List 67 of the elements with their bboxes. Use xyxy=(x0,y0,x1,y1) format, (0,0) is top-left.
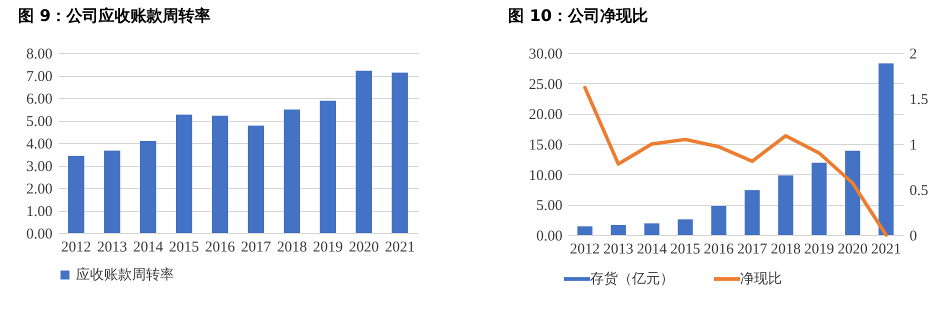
x-tick-label: 2016 xyxy=(704,242,734,258)
y-tick-label: 20.00 xyxy=(528,107,562,124)
bar xyxy=(320,100,336,233)
legend-label: 存货（亿元） xyxy=(590,271,674,287)
bar xyxy=(711,206,726,235)
x-tick-label: 2014 xyxy=(133,240,164,256)
x-tick-label: 2016 xyxy=(205,240,236,256)
bar xyxy=(284,109,300,233)
y-tick-label: 8.00 xyxy=(26,46,52,62)
x-tick-label: 2021 xyxy=(871,242,902,258)
bar xyxy=(104,150,120,233)
bar xyxy=(744,190,760,235)
y-tick-label: 15.00 xyxy=(528,138,562,154)
y-tick-label: 6.00 xyxy=(26,92,52,108)
bar xyxy=(610,224,626,235)
x-tick-label: 2017 xyxy=(240,240,272,256)
bar xyxy=(212,116,228,233)
y-tick-label: 7.00 xyxy=(26,69,52,85)
x-tick-label: 2012 xyxy=(61,240,92,256)
bar xyxy=(356,70,372,233)
bar xyxy=(140,140,156,233)
x-tick-label: 2013 xyxy=(603,242,634,258)
y-tick-label: 2.00 xyxy=(26,182,52,198)
x-tick-label: 2021 xyxy=(384,240,415,256)
x-tick-label: 2020 xyxy=(838,242,868,258)
x-tick-label: 2017 xyxy=(737,242,768,258)
legend-label: 净现比 xyxy=(740,271,782,287)
bar xyxy=(176,114,192,233)
bar xyxy=(248,126,264,233)
y-tick-label: 4.00 xyxy=(26,136,52,152)
bar xyxy=(812,162,827,235)
x-tick-label: 2018 xyxy=(770,242,801,258)
bar xyxy=(878,63,894,235)
y2-tick-label: 2 xyxy=(910,46,917,62)
x-tick-label: 2019 xyxy=(804,242,834,258)
y2-tick-label: 1 xyxy=(910,138,917,154)
y-tick-label: 30.00 xyxy=(528,46,562,62)
x-tick-label: 2020 xyxy=(348,240,379,256)
line-series xyxy=(583,86,888,237)
x-tick-label: 2015 xyxy=(169,240,200,256)
x-tick-label: 2013 xyxy=(97,240,128,256)
bar xyxy=(577,226,592,235)
y2-tick-label: 1.5 xyxy=(910,92,928,108)
y2-tick-label: 0 xyxy=(910,228,917,244)
x-tick-label: 2012 xyxy=(570,242,600,258)
y-tick-label: 3.00 xyxy=(26,159,52,175)
chart-title: 图 9：公司应收账款周转率 xyxy=(18,6,211,25)
x-tick-label: 2014 xyxy=(636,242,668,258)
bar xyxy=(644,223,660,235)
y-tick-label: 25.00 xyxy=(528,76,562,93)
x-tick-label: 2018 xyxy=(276,240,307,256)
x-tick-label: 2015 xyxy=(670,242,700,258)
y-tick-label: 0.00 xyxy=(26,226,52,242)
y-tick-label: 5.00 xyxy=(26,114,52,130)
x-tick-label: 2019 xyxy=(312,240,343,256)
bar xyxy=(845,150,860,235)
legend-label: 应收账款周转率 xyxy=(76,267,174,283)
y-tick-label: 1.00 xyxy=(26,204,52,220)
bar xyxy=(392,72,408,233)
bar xyxy=(68,156,84,233)
y-tick-label: 10.00 xyxy=(528,168,562,184)
chart-title: 图 10：公司净现比 xyxy=(508,6,648,25)
bar xyxy=(778,175,794,235)
y2-tick-label: 0.5 xyxy=(910,183,928,199)
y-tick-label: 0.00 xyxy=(536,228,562,244)
y-tick-label: 5.00 xyxy=(536,198,562,214)
bar xyxy=(678,219,693,235)
